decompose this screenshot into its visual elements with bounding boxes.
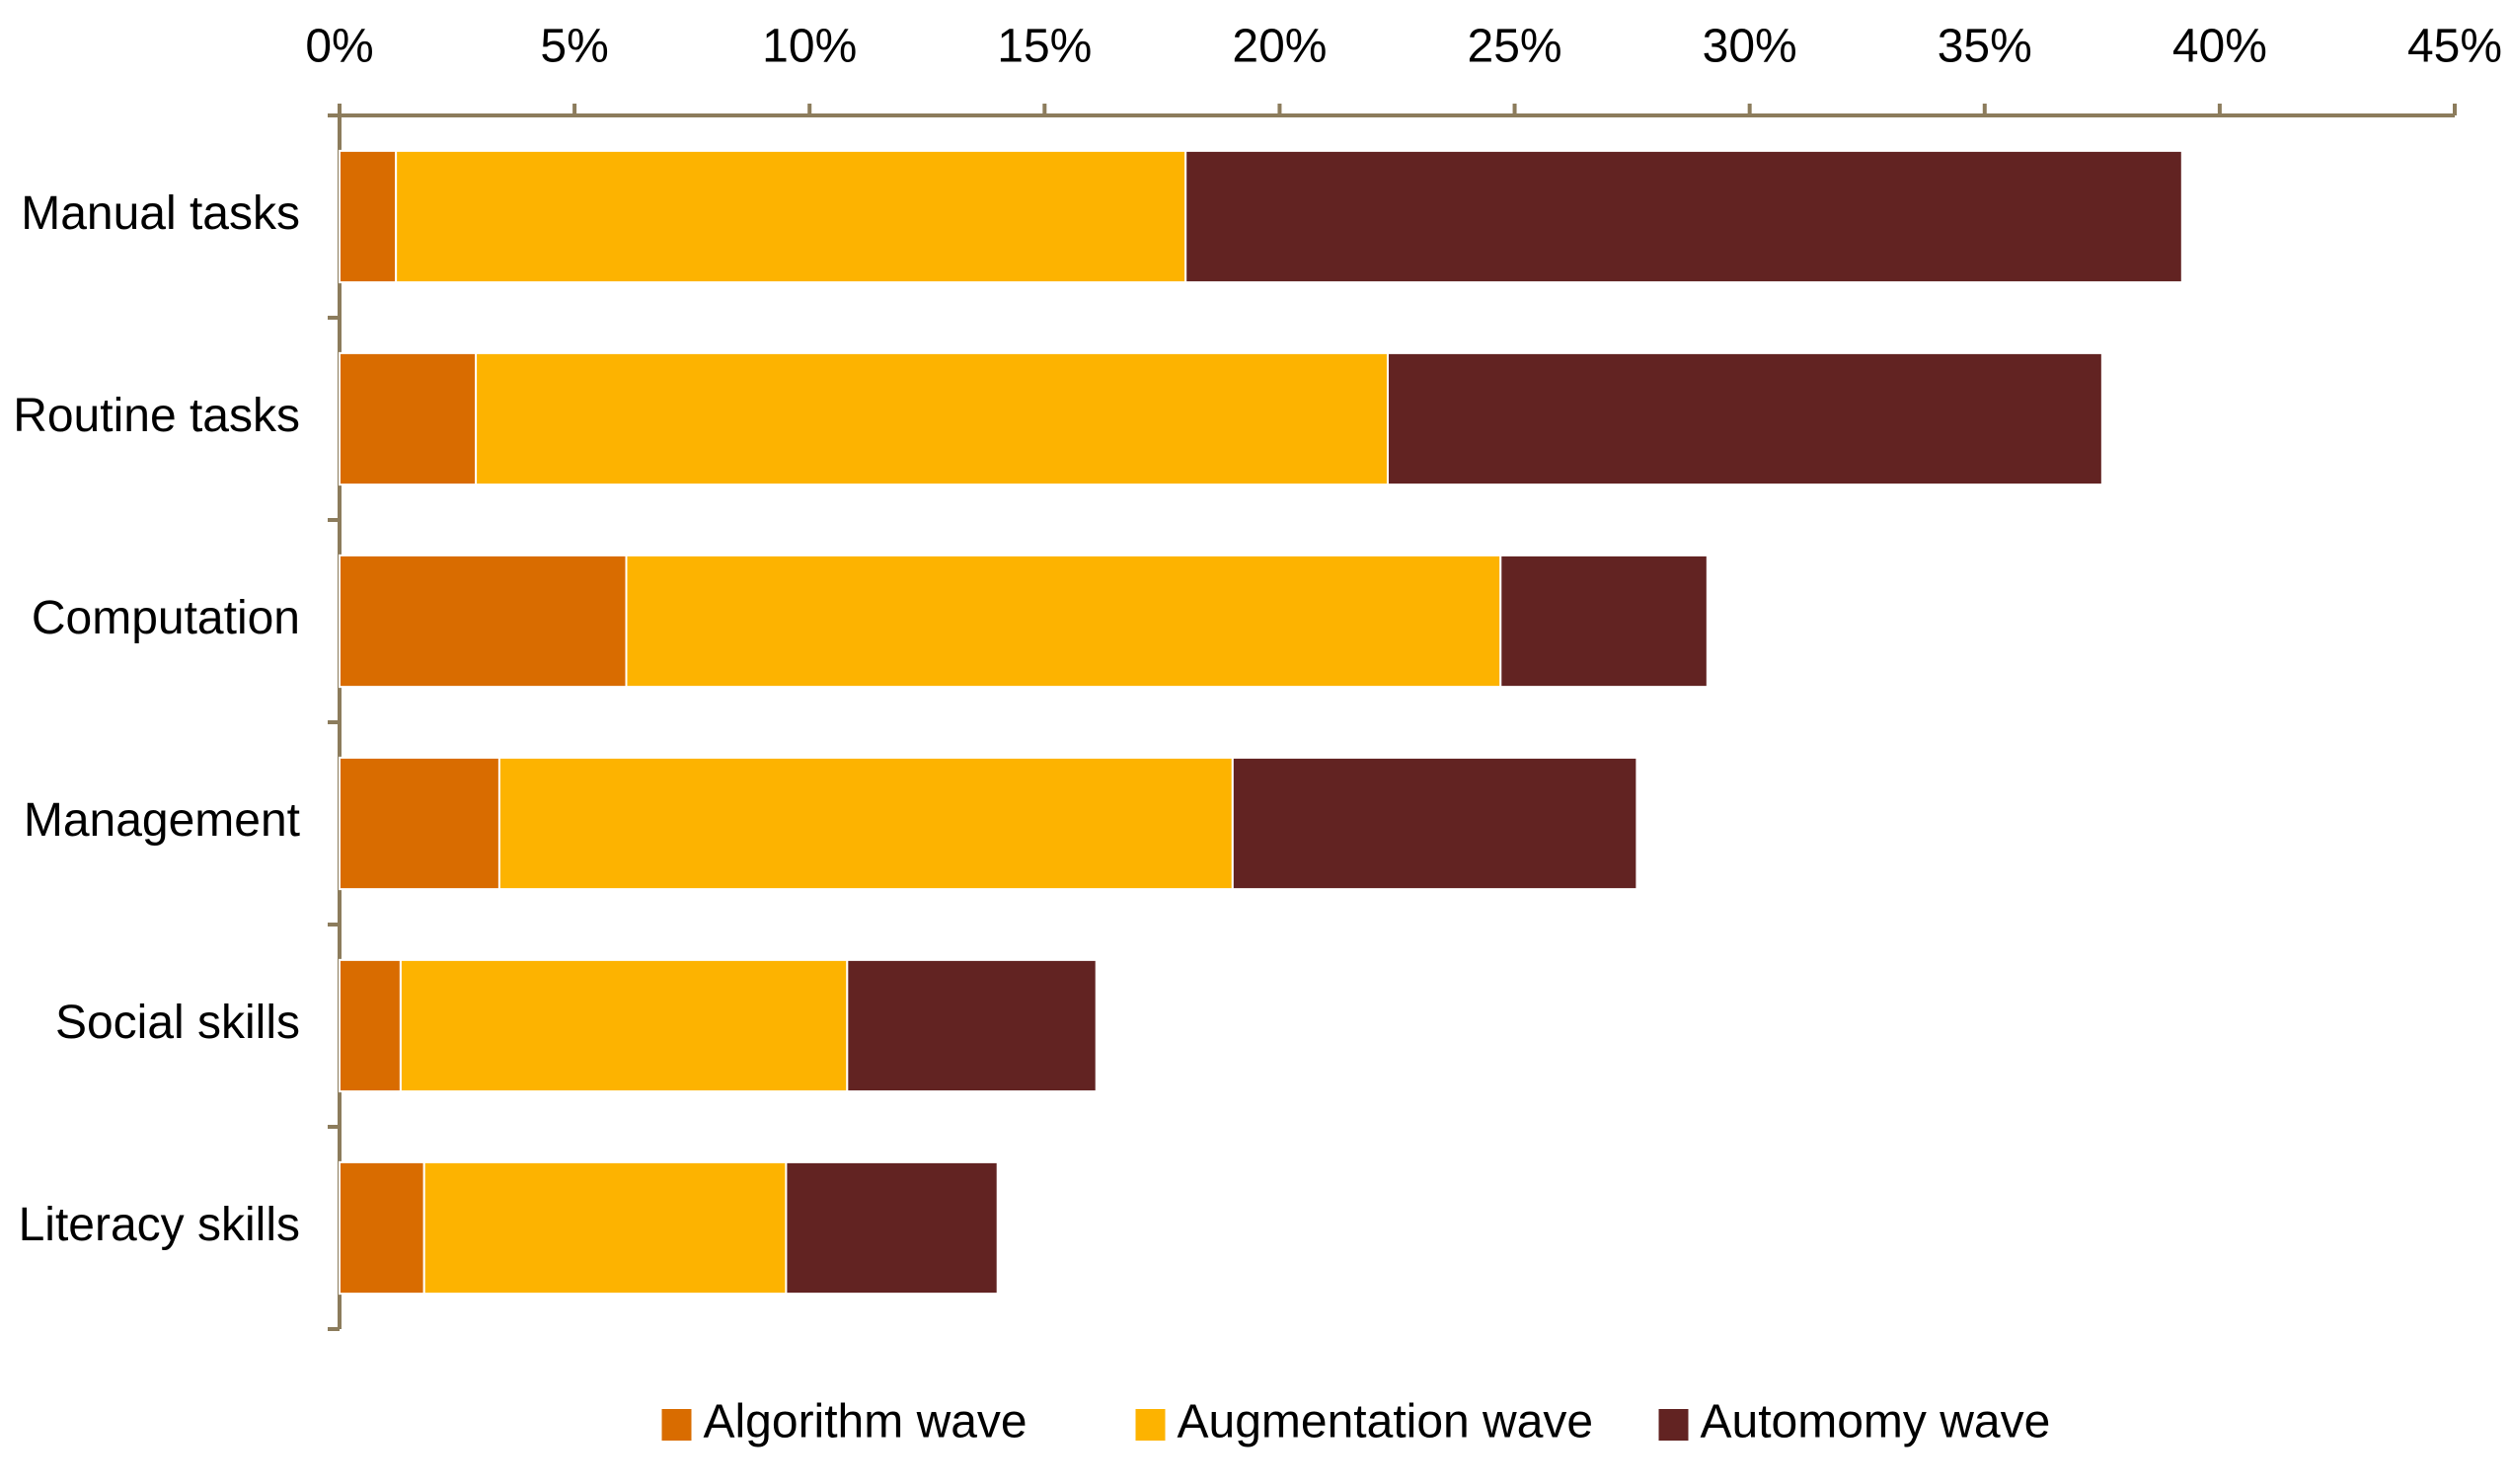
- bar-segment: [475, 351, 1389, 486]
- y-tick-label: Routine tasks: [13, 390, 300, 442]
- y-tick-label: Computation: [32, 592, 300, 644]
- x-tick-label: 10%: [762, 21, 857, 73]
- legend-label: Augmentation wave: [1178, 1396, 1594, 1448]
- x-tick-label: 15%: [997, 21, 1092, 73]
- y-tick-label: Social skills: [55, 997, 300, 1049]
- x-tick-label: 0%: [305, 21, 373, 73]
- bar-segment: [339, 351, 478, 486]
- bar-segment: [497, 756, 1234, 891]
- bar-segment: [339, 1160, 425, 1296]
- legend-label: Algorithm wave: [704, 1396, 1027, 1448]
- x-tick-label: 35%: [1938, 21, 2032, 73]
- bar-segment: [1231, 756, 1638, 891]
- bar-segment: [339, 958, 402, 1093]
- legend-swatch: [661, 1409, 692, 1441]
- y-tick-label: Manual tasks: [21, 187, 300, 240]
- bar-segment: [785, 1160, 999, 1296]
- x-tick-label: 20%: [1232, 21, 1327, 73]
- legend-label: Automomy wave: [1701, 1396, 2051, 1448]
- bar-segment: [395, 149, 1187, 284]
- bar-segment: [422, 1160, 788, 1296]
- bar-segment: [1386, 351, 2103, 486]
- legend-swatch: [1135, 1409, 1166, 1441]
- bar-segment: [846, 958, 1098, 1093]
- x-tick-label: 25%: [1468, 21, 1562, 73]
- bar-segment: [625, 554, 1502, 689]
- bar-segment: [399, 958, 849, 1093]
- bar-segment: [339, 756, 500, 891]
- legend-swatch: [1658, 1409, 1689, 1441]
- x-tick-label: 5%: [540, 21, 608, 73]
- bar-segment: [1499, 554, 1709, 689]
- bar-segment: [1184, 149, 2183, 284]
- x-tick-label: 40%: [2172, 21, 2267, 73]
- y-tick-label: Management: [24, 794, 300, 847]
- y-tick-label: Literacy skills: [19, 1199, 300, 1251]
- bar-segment: [339, 554, 628, 689]
- bar-segment: [339, 149, 398, 284]
- x-tick-label: 30%: [1703, 21, 1797, 73]
- x-tick-label: 45%: [2407, 21, 2502, 73]
